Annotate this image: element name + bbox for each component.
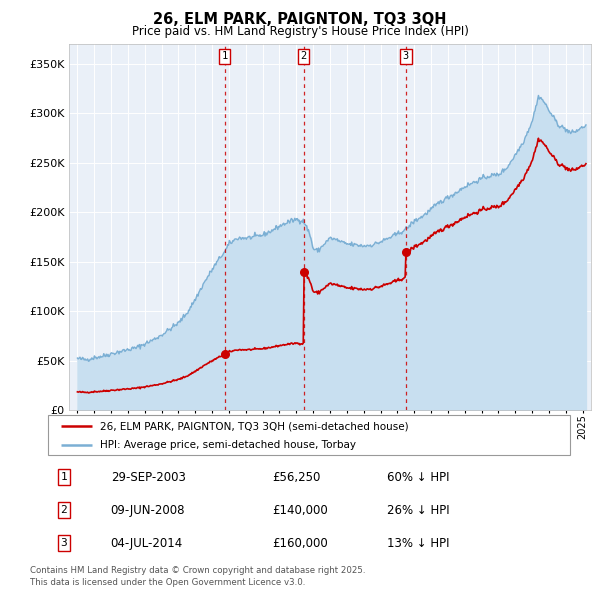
Text: £56,250: £56,250 — [272, 470, 321, 484]
Text: Price paid vs. HM Land Registry's House Price Index (HPI): Price paid vs. HM Land Registry's House … — [131, 25, 469, 38]
FancyBboxPatch shape — [48, 415, 570, 455]
Text: £160,000: £160,000 — [272, 536, 328, 550]
Text: 29-SEP-2003: 29-SEP-2003 — [110, 470, 185, 484]
Text: HPI: Average price, semi-detached house, Torbay: HPI: Average price, semi-detached house,… — [100, 440, 356, 450]
Text: 09-JUN-2008: 09-JUN-2008 — [110, 503, 185, 517]
Text: 60% ↓ HPI: 60% ↓ HPI — [388, 470, 450, 484]
Text: 1: 1 — [60, 472, 67, 482]
Text: 1: 1 — [221, 51, 228, 61]
Text: 3: 3 — [60, 538, 67, 548]
Text: 13% ↓ HPI: 13% ↓ HPI — [388, 536, 450, 550]
Text: 2: 2 — [60, 505, 67, 515]
Text: 3: 3 — [403, 51, 409, 61]
Text: 26, ELM PARK, PAIGNTON, TQ3 3QH (semi-detached house): 26, ELM PARK, PAIGNTON, TQ3 3QH (semi-de… — [100, 421, 409, 431]
Text: Contains HM Land Registry data © Crown copyright and database right 2025.
This d: Contains HM Land Registry data © Crown c… — [30, 566, 365, 587]
Text: 26% ↓ HPI: 26% ↓ HPI — [388, 503, 450, 517]
Text: 26, ELM PARK, PAIGNTON, TQ3 3QH: 26, ELM PARK, PAIGNTON, TQ3 3QH — [153, 12, 447, 27]
Text: £140,000: £140,000 — [272, 503, 328, 517]
Text: 04-JUL-2014: 04-JUL-2014 — [110, 536, 183, 550]
Text: 2: 2 — [301, 51, 307, 61]
